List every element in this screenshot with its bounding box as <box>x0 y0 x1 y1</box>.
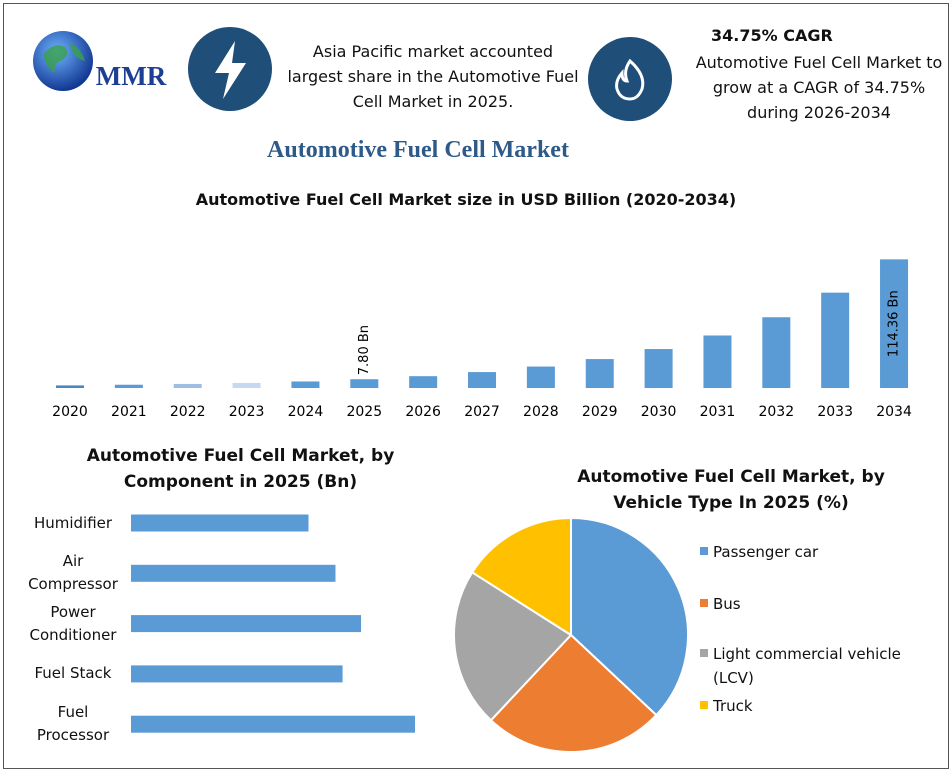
bar <box>703 335 732 388</box>
legend-swatch <box>700 649 708 657</box>
x-tick-label: 2024 <box>288 404 324 420</box>
x-tick-label: 2034 <box>876 404 912 420</box>
x-tick-label: 2027 <box>464 404 500 420</box>
x-tick-label: 2031 <box>700 404 736 420</box>
bar <box>821 292 850 388</box>
y-tick-label: Power Conditioner <box>29 602 117 644</box>
legend-label: Truck <box>713 697 753 715</box>
x-tick-label: 2033 <box>817 404 853 420</box>
bar <box>131 665 343 683</box>
y-tick-label: Fuel Processor <box>36 703 110 745</box>
pie-slice <box>453 570 573 722</box>
main-title: Automotive Fuel Cell Market <box>267 137 569 163</box>
bar <box>56 385 84 388</box>
x-tick-label: 2022 <box>170 404 206 420</box>
logo-text: MMR <box>96 61 167 91</box>
cagr-title: 34.75% CAGR <box>711 26 833 45</box>
x-tick-label: 2025 <box>346 404 382 420</box>
bar <box>409 376 438 388</box>
x-tick-label: 2021 <box>111 404 147 420</box>
x-tick-label: 2029 <box>582 404 618 420</box>
bar <box>644 349 673 388</box>
bar <box>131 564 336 582</box>
pie-slice <box>470 516 572 637</box>
legend-label: Passenger car <box>713 543 819 561</box>
bar <box>350 379 379 388</box>
bar <box>880 259 909 388</box>
bar <box>114 384 143 388</box>
bar <box>526 366 555 388</box>
bar <box>232 382 261 388</box>
y-tick-label: Fuel Stack <box>34 664 112 683</box>
bar <box>291 381 320 388</box>
legend-label: Light commercial vehicle (LCV) <box>713 645 901 687</box>
bar <box>131 615 362 633</box>
legend-swatch <box>700 547 708 555</box>
bar <box>585 359 614 388</box>
x-tick-label: 2028 <box>523 404 559 420</box>
x-tick-label: 2030 <box>641 404 677 420</box>
bolt <box>215 41 246 99</box>
legend-swatch <box>700 599 708 607</box>
bar <box>173 383 202 388</box>
bar <box>131 514 309 532</box>
chart-title: Automotive Fuel Cell Market, by Componen… <box>86 446 395 492</box>
logo-land <box>43 43 85 73</box>
bar <box>131 715 415 733</box>
y-tick-label: Humidifier <box>33 513 113 532</box>
value-label: 7.80 Bn <box>357 325 372 375</box>
x-tick-label: 2032 <box>758 404 794 420</box>
chart-title: Automotive Fuel Cell Market, by Vehicle … <box>577 467 885 513</box>
bar <box>468 372 497 388</box>
flame-icon <box>588 37 672 121</box>
bar <box>762 317 791 388</box>
logo-globe <box>33 31 93 91</box>
pie-slice <box>489 633 658 753</box>
canvas: MMR 2020 2021 2022 2023 2024 2025 7.80 Bn 2026 2… <box>33 27 912 753</box>
chart-title: Automotive Fuel Cell Market size in USD … <box>195 190 737 209</box>
legend-swatch <box>700 701 708 709</box>
x-tick-label: 2020 <box>52 404 88 420</box>
cagr-text: Automotive Fuel Cell Market to grow at a… <box>695 53 943 122</box>
x-tick-label: 2023 <box>229 404 265 420</box>
value-label: 114.36 Bn <box>887 290 902 357</box>
legend-label: Bus <box>713 595 741 613</box>
y-tick-label: Air Compressor <box>28 552 118 594</box>
flame <box>615 58 645 101</box>
highlight-text: Asia Pacific market accounted largest sh… <box>287 42 579 111</box>
x-tick-label: 2026 <box>405 404 441 420</box>
pie-slice <box>570 516 689 717</box>
